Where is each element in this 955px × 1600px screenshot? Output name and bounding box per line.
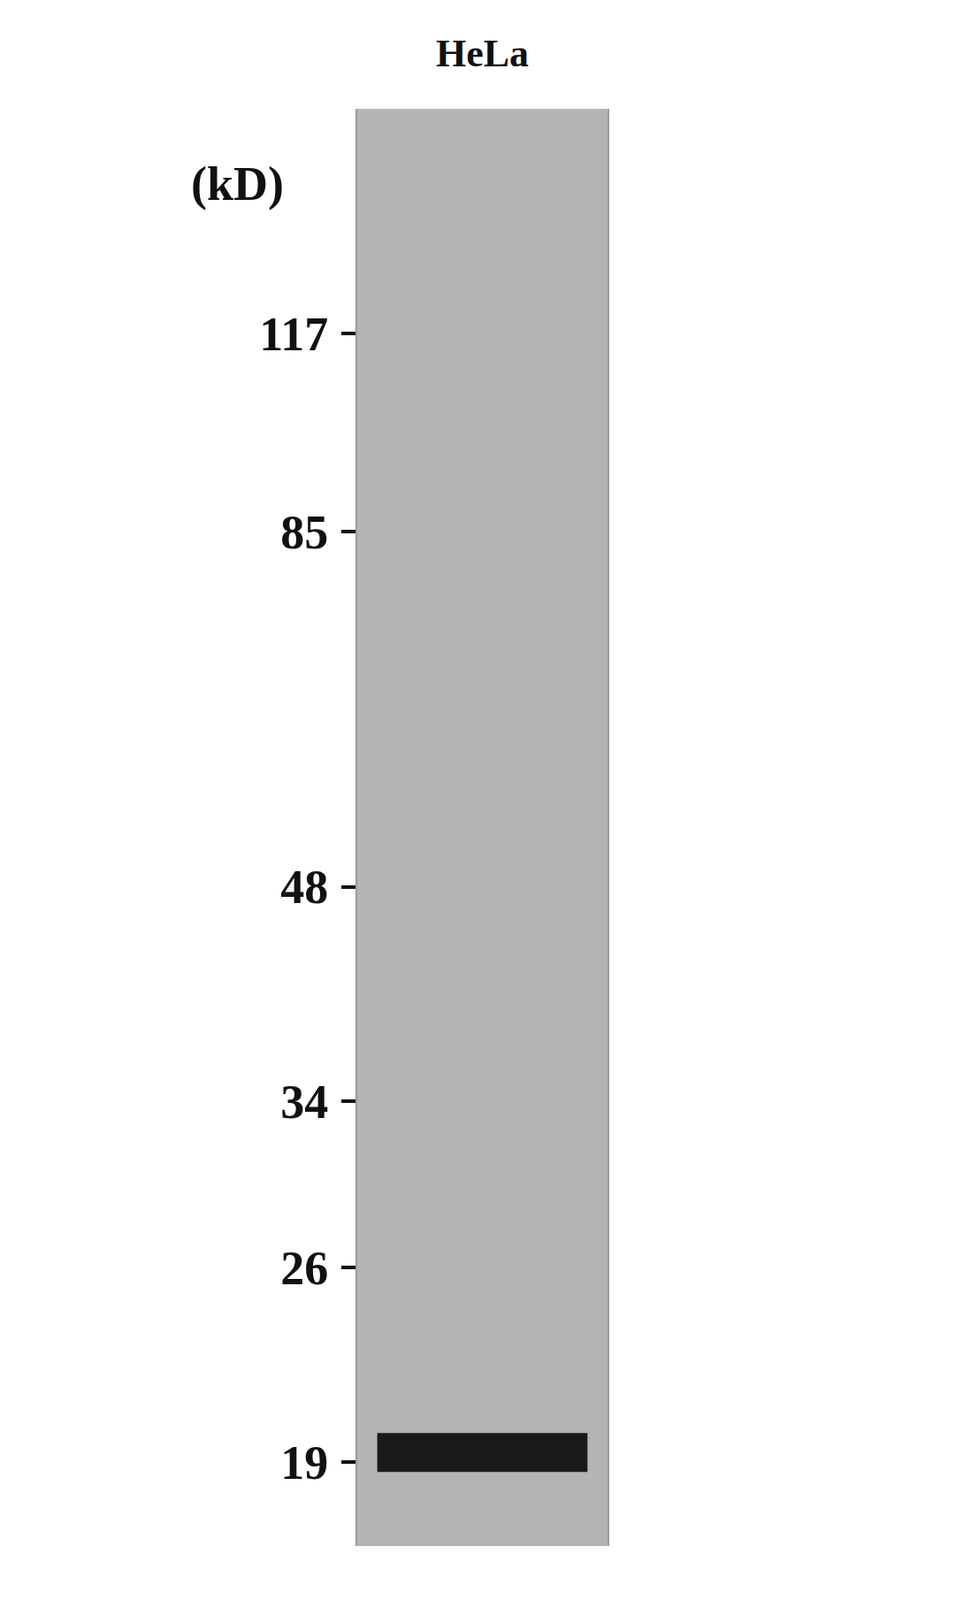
- svg-text:34: 34: [280, 1075, 329, 1129]
- svg-text:117: 117: [259, 307, 329, 361]
- svg-text:26: 26: [280, 1241, 329, 1295]
- svg-text:19: 19: [280, 1436, 329, 1490]
- svg-text:(kD): (kD): [191, 157, 284, 211]
- svg-text:HeLa: HeLa: [435, 31, 529, 76]
- svg-text:48: 48: [280, 860, 329, 914]
- svg-text:85: 85: [280, 505, 329, 559]
